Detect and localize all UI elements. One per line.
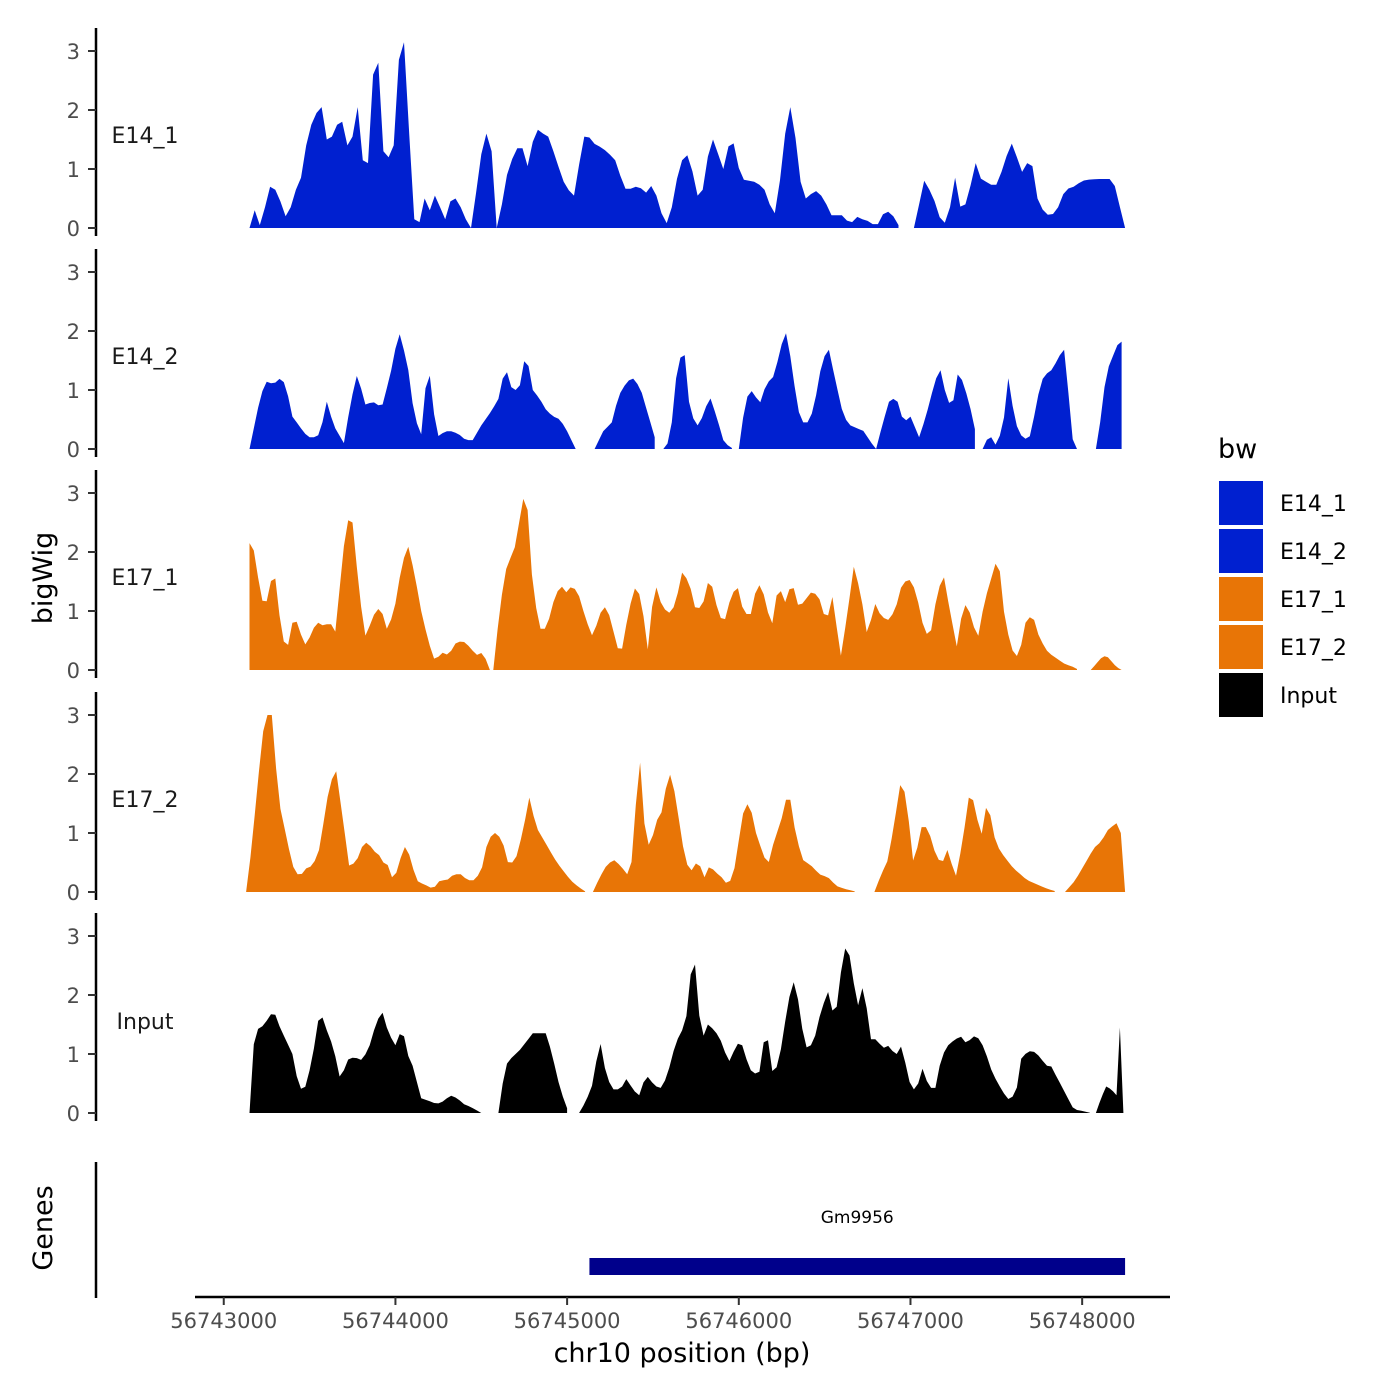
genes-axis-title: Genes [28, 1185, 59, 1270]
legend-label: E14_1 [1280, 492, 1347, 517]
track-e14-1: 0 1 2 3 E14_1 [67, 28, 1126, 241]
y-tick-label: 3 [67, 261, 80, 285]
area-segment-input [249, 1012, 482, 1113]
legend-label: E14_2 [1280, 540, 1347, 565]
area-segment-e17_2 [874, 785, 1055, 892]
legend-key-e14-2 [1217, 527, 1265, 575]
y-tick-label: 2 [67, 541, 80, 565]
y-tick-label: 3 [67, 925, 80, 949]
legend-title: bw [1218, 434, 1257, 465]
x-axis-title: chr10 position (bp) [554, 1338, 811, 1369]
y-tick-label: 1 [67, 1043, 80, 1067]
x-axis: 56743000 56744000 56745000 56746000 56747000… [170, 1295, 1170, 1333]
area-segment-input [579, 948, 1090, 1113]
tracks: 0 1 2 3 E14_1 0 1 2 3 E14_2 0 1 2 3 E17_1 0 1 2 3 E17_2 0 1 2 3… [67, 28, 1126, 1126]
genes-panel: Gm9956 [94, 1162, 1126, 1298]
track-label: Input [117, 1010, 174, 1035]
legend-key-e17-1 [1217, 575, 1265, 623]
track-e14-2: 0 1 2 3 E14_2 [67, 249, 1122, 462]
y-tick-label: 2 [67, 984, 80, 1008]
track-label: E17_1 [112, 566, 179, 591]
y-tick-label: 2 [67, 320, 80, 344]
y-tick-label: 3 [67, 704, 80, 728]
legend: bw E14_1 E14_2 E17_1 E17_2 Input [1217, 434, 1347, 719]
legend-key-input [1217, 671, 1265, 719]
y-tick-label: 0 [67, 881, 80, 905]
area-segment-e14_2 [249, 334, 576, 449]
area-segment-input [1095, 1027, 1124, 1113]
track-label: E14_1 [112, 124, 179, 149]
x-tick-label: 56743000 [170, 1309, 277, 1333]
area-segment-e14_2 [982, 349, 1077, 449]
area-segment-e14_1 [913, 143, 1126, 228]
y-tick-label: 0 [67, 1102, 80, 1126]
y-tick-label: 0 [67, 659, 80, 683]
area-segment-e17_1 [249, 520, 490, 670]
area-segment-e14_2 [594, 378, 655, 449]
area-segment-e17_2 [1065, 823, 1126, 892]
legend-key-e14-1 [1217, 479, 1265, 527]
legend-label: Input [1280, 684, 1337, 709]
x-tick-label: 56744000 [342, 1309, 449, 1333]
track-label: E14_2 [112, 345, 179, 370]
gene-body-gm9956 [589, 1258, 1126, 1275]
area-segment-e14_1 [249, 42, 497, 229]
legend-label: E17_2 [1280, 636, 1347, 661]
area-segment-e14_2 [663, 355, 732, 449]
area-segment-e14_2 [738, 333, 975, 449]
y-axis-title: bigWig [28, 532, 59, 625]
legend-label: E17_1 [1280, 588, 1347, 613]
area-segment-e14_2 [1095, 341, 1122, 449]
y-tick-label: 3 [67, 482, 80, 506]
y-tick-label: 2 [67, 99, 80, 123]
area-segment-e17_2 [592, 762, 855, 892]
x-tick-label: 56747000 [857, 1309, 964, 1333]
y-tick-label: 1 [67, 158, 80, 182]
area-segment-input [498, 1033, 568, 1113]
area-segment-e17_2 [246, 715, 586, 892]
y-tick-label: 3 [67, 40, 80, 64]
y-tick-label: 2 [67, 763, 80, 787]
legend-key-e17-2 [1217, 623, 1265, 671]
track-e17-1: 0 1 2 3 E17_1 [67, 470, 1122, 683]
y-tick-label: 0 [67, 217, 80, 241]
area-segment-e14_1 [496, 107, 899, 228]
area-segment-e17_1 [493, 498, 1077, 670]
track-label: E17_2 [112, 788, 179, 813]
x-tick-label: 56745000 [514, 1309, 621, 1333]
y-tick-label: 1 [67, 822, 80, 846]
area-segment-e17_1 [1090, 656, 1122, 670]
x-tick-label: 56746000 [685, 1309, 792, 1333]
x-tick-label: 56748000 [1029, 1309, 1136, 1333]
track-e17-2: 0 1 2 3 E17_2 [67, 692, 1126, 905]
track-input: 0 1 2 3 Input [67, 913, 1124, 1126]
y-tick-label: 1 [67, 379, 80, 403]
gene-label: Gm9956 [821, 1208, 894, 1228]
y-tick-label: 1 [67, 600, 80, 624]
y-tick-label: 0 [67, 438, 80, 462]
